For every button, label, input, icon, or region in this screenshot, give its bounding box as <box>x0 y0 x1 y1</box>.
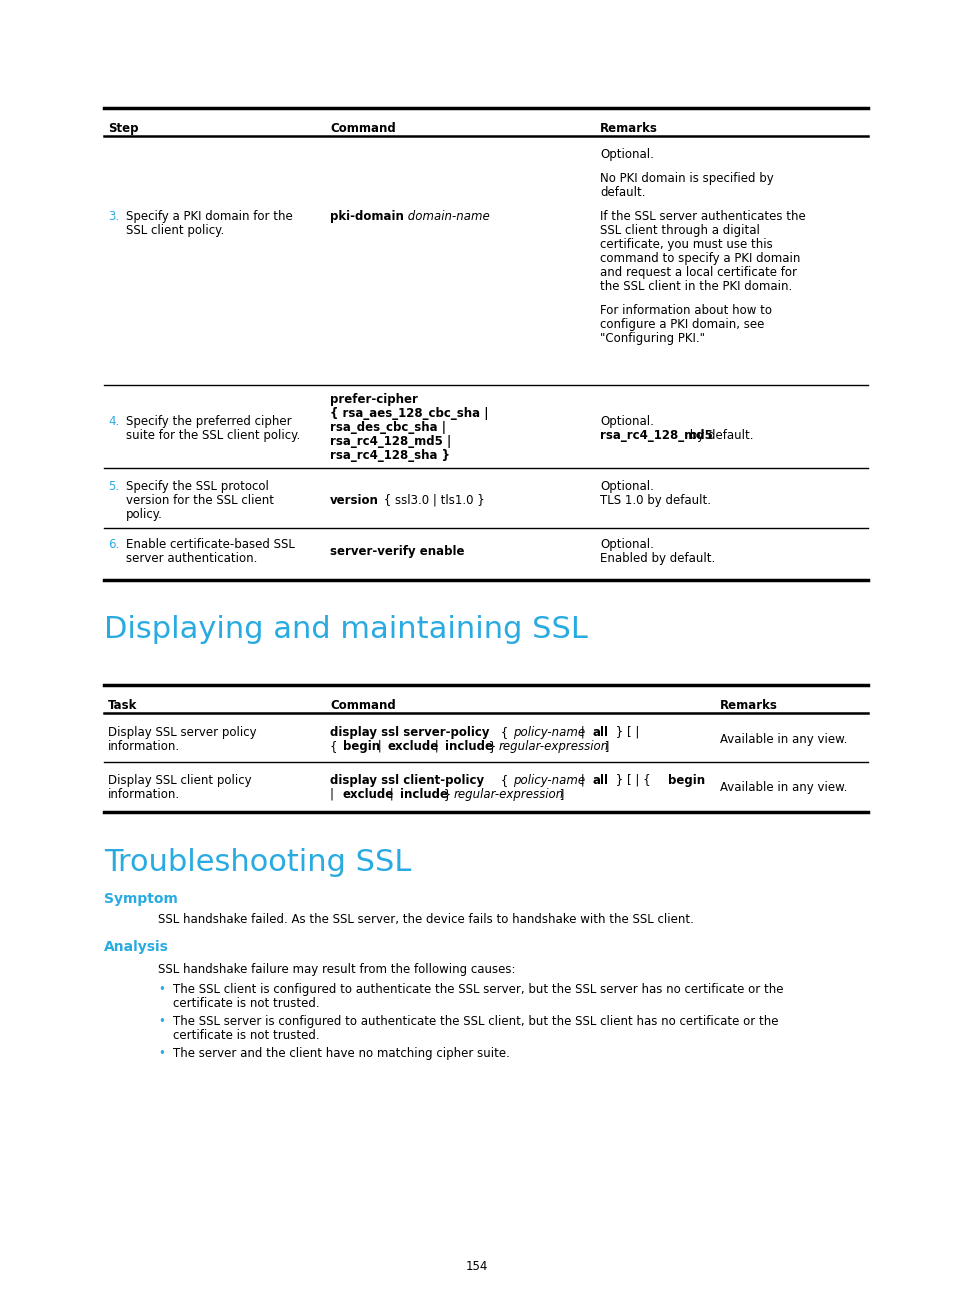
Text: SSL handshake failure may result from the following causes:: SSL handshake failure may result from th… <box>158 963 515 976</box>
Text: {: { <box>330 740 341 753</box>
Text: all: all <box>593 774 608 787</box>
Text: |: | <box>374 740 385 753</box>
Text: } [ |: } [ | <box>612 726 639 739</box>
Text: Available in any view.: Available in any view. <box>720 734 846 746</box>
Text: server-verify enable: server-verify enable <box>330 546 464 559</box>
Text: •: • <box>158 1015 165 1028</box>
Text: policy.: policy. <box>126 508 163 521</box>
Text: Enabled by default.: Enabled by default. <box>599 552 715 565</box>
Text: rsa_rc4_128_sha }: rsa_rc4_128_sha } <box>330 448 450 461</box>
Text: {: { <box>497 774 512 787</box>
Text: Available in any view.: Available in any view. <box>720 781 846 794</box>
Text: |: | <box>431 740 442 753</box>
Text: {: { <box>497 726 512 739</box>
Text: }: } <box>484 740 499 753</box>
Text: by default.: by default. <box>685 429 753 442</box>
Text: Troubleshooting SSL: Troubleshooting SSL <box>104 848 411 877</box>
Text: Display SSL server policy: Display SSL server policy <box>108 726 256 739</box>
Text: prefer-cipher: prefer-cipher <box>330 393 417 406</box>
Text: information.: information. <box>108 788 180 801</box>
Text: "Configuring PKI.": "Configuring PKI." <box>599 332 704 345</box>
Text: •: • <box>158 982 165 997</box>
Text: version for the SSL client: version for the SSL client <box>126 494 274 507</box>
Text: |: | <box>330 788 337 801</box>
Text: |: | <box>577 774 588 787</box>
Text: The SSL client is configured to authenticate the SSL server, but the SSL server : The SSL client is configured to authenti… <box>172 982 782 997</box>
Text: suite for the SSL client policy.: suite for the SSL client policy. <box>126 429 300 442</box>
Text: |: | <box>386 788 397 801</box>
Text: regular-expression: regular-expression <box>498 740 609 753</box>
Text: command to specify a PKI domain: command to specify a PKI domain <box>599 251 800 264</box>
Text: SSL handshake failed. As the SSL server, the device fails to handshake with the : SSL handshake failed. As the SSL server,… <box>158 912 693 927</box>
Text: Step: Step <box>108 122 138 135</box>
Text: Enable certificate-based SSL: Enable certificate-based SSL <box>126 538 294 551</box>
Text: }: } <box>439 788 455 801</box>
Text: certificate, you must use this: certificate, you must use this <box>599 238 772 251</box>
Text: 4.: 4. <box>108 415 119 428</box>
Text: domain-name: domain-name <box>403 210 489 223</box>
Text: Optional.: Optional. <box>599 148 653 161</box>
Text: SSL client policy.: SSL client policy. <box>126 224 224 237</box>
Text: policy-name: policy-name <box>513 774 584 787</box>
Text: begin: begin <box>667 774 704 787</box>
Text: 5.: 5. <box>108 480 119 492</box>
Text: } [ | {: } [ | { <box>612 774 654 787</box>
Text: and request a local certificate for: and request a local certificate for <box>599 266 796 279</box>
Text: pki-domain: pki-domain <box>330 210 403 223</box>
Text: SSL client through a digital: SSL client through a digital <box>599 224 760 237</box>
Text: version: version <box>330 494 378 507</box>
Text: For information about how to: For information about how to <box>599 305 771 318</box>
Text: default.: default. <box>599 187 645 200</box>
Text: include: include <box>399 788 448 801</box>
Text: Optional.: Optional. <box>599 538 653 551</box>
Text: Task: Task <box>108 699 137 712</box>
Text: Specify the preferred cipher: Specify the preferred cipher <box>126 415 292 428</box>
Text: information.: information. <box>108 740 180 753</box>
Text: rsa_rc4_128_md5: rsa_rc4_128_md5 <box>599 429 712 442</box>
Text: exclude: exclude <box>343 788 394 801</box>
Text: The server and the client have no matching cipher suite.: The server and the client have no matchi… <box>172 1047 509 1060</box>
Text: display ssl client-policy: display ssl client-policy <box>330 774 483 787</box>
Text: |: | <box>577 726 588 739</box>
Text: 6.: 6. <box>108 538 119 551</box>
Text: If the SSL server authenticates the: If the SSL server authenticates the <box>599 210 805 223</box>
Text: the SSL client in the PKI domain.: the SSL client in the PKI domain. <box>599 280 791 293</box>
Text: Symptom: Symptom <box>104 892 177 906</box>
Text: Specify a PKI domain for the: Specify a PKI domain for the <box>126 210 293 223</box>
Text: No PKI domain is specified by: No PKI domain is specified by <box>599 172 773 185</box>
Text: 154: 154 <box>465 1260 488 1273</box>
Text: regular-expression: regular-expression <box>454 788 563 801</box>
Text: 3.: 3. <box>108 210 119 223</box>
Text: { rsa_aes_128_cbc_sha |: { rsa_aes_128_cbc_sha | <box>330 407 488 420</box>
Text: policy-name: policy-name <box>513 726 584 739</box>
Text: rsa_des_cbc_sha |: rsa_des_cbc_sha | <box>330 421 446 434</box>
Text: TLS 1.0 by default.: TLS 1.0 by default. <box>599 494 710 507</box>
Text: Analysis: Analysis <box>104 940 169 954</box>
Text: configure a PKI domain, see: configure a PKI domain, see <box>599 318 763 330</box>
Text: Command: Command <box>330 122 395 135</box>
Text: Remarks: Remarks <box>720 699 777 712</box>
Text: Display SSL client policy: Display SSL client policy <box>108 774 252 787</box>
Text: include: include <box>444 740 493 753</box>
Text: Specify the SSL protocol: Specify the SSL protocol <box>126 480 269 492</box>
Text: server authentication.: server authentication. <box>126 552 257 565</box>
Text: exclude: exclude <box>388 740 438 753</box>
Text: certificate is not trusted.: certificate is not trusted. <box>172 997 319 1010</box>
Text: all: all <box>593 726 608 739</box>
Text: rsa_rc4_128_md5 |: rsa_rc4_128_md5 | <box>330 435 451 448</box>
Text: The SSL server is configured to authenticate the SSL client, but the SSL client : The SSL server is configured to authenti… <box>172 1015 778 1028</box>
Text: Command: Command <box>330 699 395 712</box>
Text: ]: ] <box>556 788 564 801</box>
Text: Displaying and maintaining SSL: Displaying and maintaining SSL <box>104 616 587 644</box>
Text: Remarks: Remarks <box>599 122 658 135</box>
Text: begin: begin <box>343 740 379 753</box>
Text: •: • <box>158 1047 165 1060</box>
Text: display ssl server-policy: display ssl server-policy <box>330 726 489 739</box>
Text: { ssl3.0 | tls1.0 }: { ssl3.0 | tls1.0 } <box>379 494 484 507</box>
Text: certificate is not trusted.: certificate is not trusted. <box>172 1029 319 1042</box>
Text: Optional.: Optional. <box>599 480 653 492</box>
Text: Optional.: Optional. <box>599 415 653 428</box>
Text: ]: ] <box>600 740 609 753</box>
